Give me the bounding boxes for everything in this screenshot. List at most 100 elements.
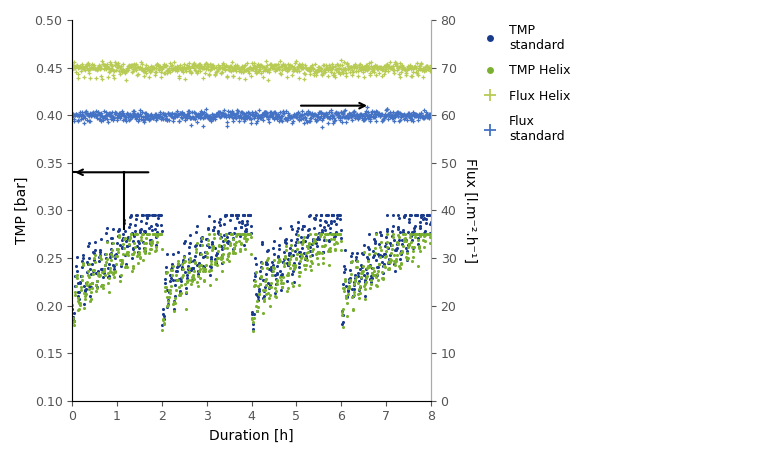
Point: [133, 251, 145, 258]
Point: [187, 64, 200, 71]
Point: [275, 286, 287, 294]
Point: [247, 63, 260, 71]
Point: [232, 230, 244, 238]
Point: [201, 235, 214, 243]
Point: [312, 233, 324, 240]
Point: [119, 234, 131, 241]
Point: [249, 272, 261, 279]
Point: [310, 118, 323, 125]
X-axis label: Duration [h]: Duration [h]: [209, 429, 294, 443]
Point: [201, 114, 214, 121]
Point: [272, 112, 284, 119]
Point: [266, 114, 278, 121]
Point: [322, 230, 334, 238]
Point: [310, 235, 323, 242]
Point: [78, 287, 91, 294]
Point: [349, 280, 361, 288]
Point: [207, 226, 220, 234]
Point: [160, 62, 172, 70]
Point: [111, 232, 124, 240]
Point: [98, 281, 110, 289]
Point: [186, 62, 198, 69]
Point: [340, 114, 353, 121]
Point: [296, 61, 308, 68]
Point: [301, 234, 313, 241]
Point: [303, 66, 315, 73]
Point: [266, 258, 278, 265]
Point: [218, 112, 230, 119]
Point: [192, 61, 204, 69]
Point: [302, 248, 314, 256]
Point: [356, 269, 369, 276]
Point: [411, 212, 423, 219]
Point: [409, 112, 421, 119]
Point: [184, 64, 197, 71]
Point: [174, 66, 187, 73]
Point: [317, 248, 329, 255]
Point: [336, 113, 349, 120]
Point: [304, 244, 316, 251]
Point: [324, 236, 336, 243]
Point: [269, 271, 281, 278]
Point: [403, 218, 415, 226]
Point: [73, 112, 85, 119]
Point: [367, 247, 379, 254]
Point: [153, 113, 165, 120]
Point: [371, 282, 383, 289]
Point: [412, 71, 424, 79]
Point: [94, 109, 107, 117]
Point: [252, 283, 264, 290]
Point: [209, 115, 221, 123]
Point: [304, 67, 316, 75]
Point: [408, 243, 420, 251]
Point: [237, 114, 249, 121]
Point: [90, 281, 102, 289]
Point: [187, 265, 200, 272]
Point: [117, 243, 129, 251]
Point: [422, 212, 435, 219]
Point: [82, 267, 94, 274]
Point: [357, 248, 369, 256]
Point: [293, 61, 305, 68]
Point: [256, 259, 268, 267]
Point: [349, 114, 362, 122]
Point: [209, 256, 221, 263]
Point: [388, 257, 400, 265]
Point: [304, 70, 316, 77]
Point: [353, 61, 366, 68]
Point: [248, 61, 260, 69]
Point: [403, 63, 415, 71]
Point: [103, 274, 115, 282]
Point: [236, 217, 248, 224]
Point: [286, 117, 299, 125]
Point: [76, 273, 88, 280]
Point: [402, 243, 414, 251]
Point: [382, 212, 394, 219]
Point: [258, 65, 270, 72]
Point: [268, 264, 280, 272]
Point: [111, 246, 124, 253]
Point: [402, 229, 414, 236]
Point: [402, 112, 415, 120]
Point: [101, 118, 114, 125]
Point: [234, 68, 247, 76]
Point: [199, 248, 211, 256]
Point: [71, 289, 84, 296]
Point: [386, 228, 399, 235]
Point: [190, 62, 203, 70]
Point: [224, 212, 237, 219]
Point: [407, 65, 419, 72]
Point: [188, 59, 200, 66]
Point: [190, 110, 202, 118]
Point: [353, 63, 366, 71]
Point: [329, 65, 342, 72]
Point: [387, 62, 399, 69]
Point: [352, 115, 364, 122]
Point: [408, 224, 420, 231]
Point: [142, 212, 154, 219]
Point: [406, 229, 418, 236]
Point: [419, 108, 432, 115]
Point: [299, 113, 311, 120]
Point: [128, 232, 141, 239]
Point: [359, 273, 372, 281]
